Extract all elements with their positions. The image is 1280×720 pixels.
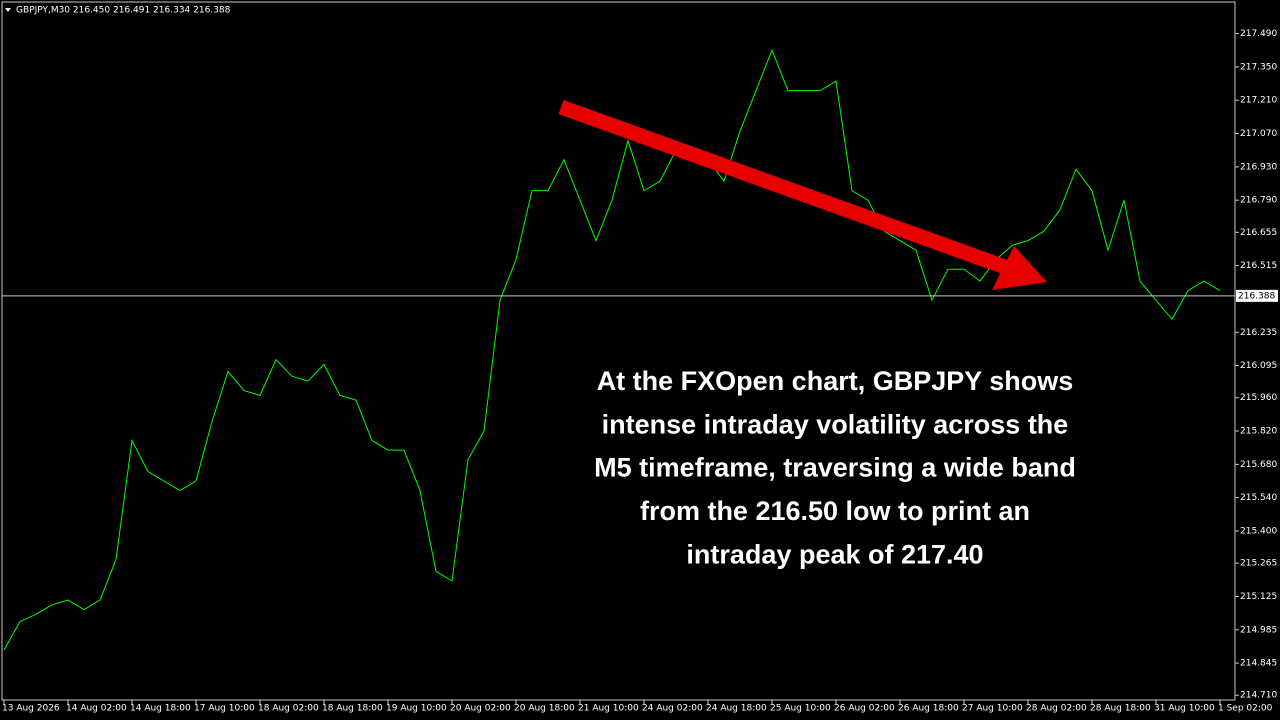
annotation-line: At the FXOpen chart, GBPJPY shows (597, 366, 1074, 396)
y-tick-label: 215.400 (1240, 527, 1277, 537)
annotation-line: intense intraday volatility across the (602, 409, 1069, 439)
y-tick-label: 214.985 (1240, 625, 1277, 635)
y-tick-label: 215.680 (1240, 460, 1277, 470)
y-tick-label: 216.790 (1240, 196, 1277, 206)
x-tick-label: 25 Aug 10:00 (770, 704, 831, 714)
arrow-head (992, 246, 1047, 290)
y-tick-label: 216.930 (1240, 162, 1277, 172)
x-tick-label: 14 Aug 02:00 (66, 704, 127, 714)
y-tick-label: 215.960 (1240, 393, 1277, 403)
x-tick-label: 31 Aug 10:00 (1154, 704, 1215, 714)
x-tick-label: 18 Aug 02:00 (258, 704, 319, 714)
y-tick-label: 215.820 (1240, 427, 1277, 437)
y-tick-label: 217.490 (1240, 29, 1277, 39)
y-tick-label: 217.210 (1240, 96, 1277, 106)
annotation-line: intraday peak of 217.40 (686, 539, 983, 569)
annotation-line: M5 timeframe, traversing a wide band (594, 453, 1076, 483)
y-tick-label: 214.845 (1240, 659, 1277, 669)
y-tick-label: 215.540 (1240, 493, 1277, 503)
symbol-header: GBPJPY,M30 216.450 216.491 216.334 216.3… (16, 6, 231, 16)
plot-border (1, 1, 1236, 701)
y-tick-label: 216.655 (1240, 228, 1277, 238)
price-line (3, 48, 1221, 651)
y-tick-label: 216.235 (1240, 328, 1277, 338)
y-tick-label: 215.125 (1240, 592, 1277, 602)
x-tick-label: 28 Aug 02:00 (1026, 704, 1087, 714)
x-tick-label: 26 Aug 02:00 (834, 704, 895, 714)
x-tick-label: 24 Aug 02:00 (642, 704, 703, 714)
plot-layer: 217.490 217.350 217.210 217.070 216.930 216.7… (2, 29, 1278, 714)
current-price-box (1236, 289, 1278, 302)
x-tick-label: 28 Aug 18:00 (1090, 704, 1151, 714)
annotation-line: from the 216.50 low to print an (640, 496, 1030, 526)
x-tick-label: 21 Aug 10:00 (578, 704, 639, 714)
x-tick-label: 27 Aug 10:00 (962, 704, 1023, 714)
x-tick-label: 17 Aug 10:00 (194, 704, 255, 714)
x-tick-label: 20 Aug 18:00 (514, 704, 575, 714)
x-tick-label: 1 Sep 02:00 (1218, 704, 1273, 714)
arrow-shaft (558, 99, 1008, 275)
x-tick-label: 20 Aug 02:00 (450, 704, 511, 714)
arrow (558, 99, 1047, 290)
x-tick-label: 26 Aug 18:00 (898, 704, 959, 714)
y-tick-label: 216.515 (1240, 261, 1277, 271)
y-tick-label: 214.710 (1240, 691, 1277, 701)
x-tick-label: 24 Aug 18:00 (706, 704, 767, 714)
y-tick-label: 217.070 (1240, 129, 1277, 139)
y-tick-label: 217.350 (1240, 62, 1277, 72)
y-tick-label: 215.265 (1240, 559, 1277, 569)
x-tick-label: 14 Aug 18:00 (130, 704, 191, 714)
x-tick-label: 18 Aug 18:00 (322, 704, 383, 714)
annotation: At the FXOpen chart, GBPJPY shows intense… (594, 366, 1076, 569)
x-tick-label: 13 Aug 2026 (2, 704, 60, 714)
x-tick-label: 19 Aug 10:00 (386, 704, 447, 714)
current-price-label: 216.388 (1238, 291, 1275, 301)
y-tick-label: 216.095 (1240, 361, 1277, 371)
menu-triangle[interactable] (5, 8, 11, 12)
